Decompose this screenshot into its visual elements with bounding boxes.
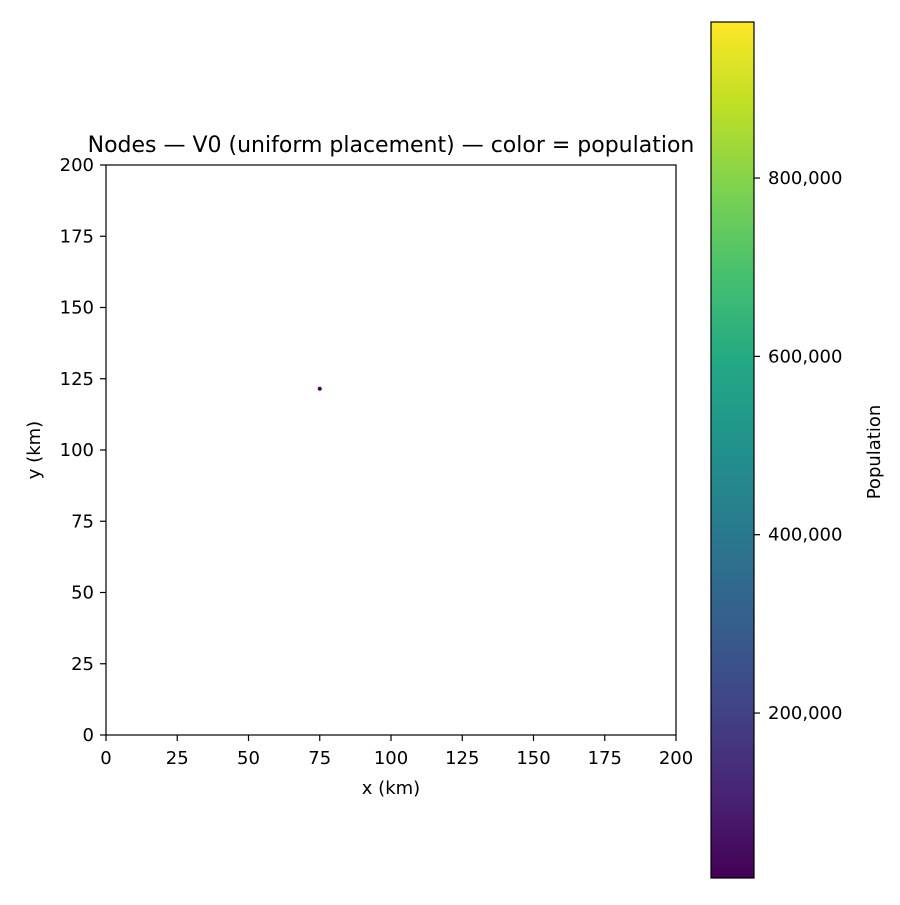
x-tick-label: 75 bbox=[308, 748, 331, 769]
chart-title: Nodes — V0 (uniform placement) — color =… bbox=[88, 133, 695, 158]
x-tick-label: 0 bbox=[100, 748, 111, 769]
x-tick-label: 25 bbox=[166, 748, 189, 769]
y-tick-label: 75 bbox=[71, 511, 94, 532]
scatter-point bbox=[317, 386, 322, 391]
x-tick-label: 200 bbox=[659, 748, 693, 769]
x-tick-label: 125 bbox=[445, 748, 479, 769]
colorbar-tick-label: 800,000 bbox=[768, 168, 842, 189]
x-tick-label: 100 bbox=[374, 748, 408, 769]
y-tick-label: 0 bbox=[83, 725, 94, 746]
colorbar bbox=[710, 21, 755, 879]
x-axis: 0 25 50 75 100 125 150 175 200 bbox=[100, 735, 693, 769]
scatter-points bbox=[317, 386, 322, 391]
y-axis-label: y (km) bbox=[24, 421, 45, 479]
y-axis: 0 25 50 75 100 125 150 175 200 bbox=[60, 155, 106, 746]
x-tick-label: 50 bbox=[237, 748, 260, 769]
y-tick-label: 25 bbox=[71, 654, 94, 675]
y-tick-label: 200 bbox=[60, 155, 94, 176]
x-axis-label: x (km) bbox=[362, 778, 420, 799]
colorbar-label: Population bbox=[864, 405, 885, 500]
colorbar-ticks: 200,000 400,000 600,000 800,000 bbox=[754, 168, 842, 724]
y-tick-label: 50 bbox=[71, 583, 94, 604]
y-tick-label: 125 bbox=[60, 369, 94, 390]
colorbar-tick-label: 200,000 bbox=[768, 703, 842, 724]
y-tick-label: 100 bbox=[60, 440, 94, 461]
x-tick-label: 150 bbox=[516, 748, 550, 769]
colorbar-tick-label: 600,000 bbox=[768, 346, 842, 367]
colorbar-tick-label: 400,000 bbox=[768, 525, 842, 546]
y-tick-label: 175 bbox=[60, 226, 94, 247]
x-tick-label: 175 bbox=[588, 748, 622, 769]
y-tick-label: 150 bbox=[60, 298, 94, 319]
plot-area bbox=[105, 164, 677, 736]
